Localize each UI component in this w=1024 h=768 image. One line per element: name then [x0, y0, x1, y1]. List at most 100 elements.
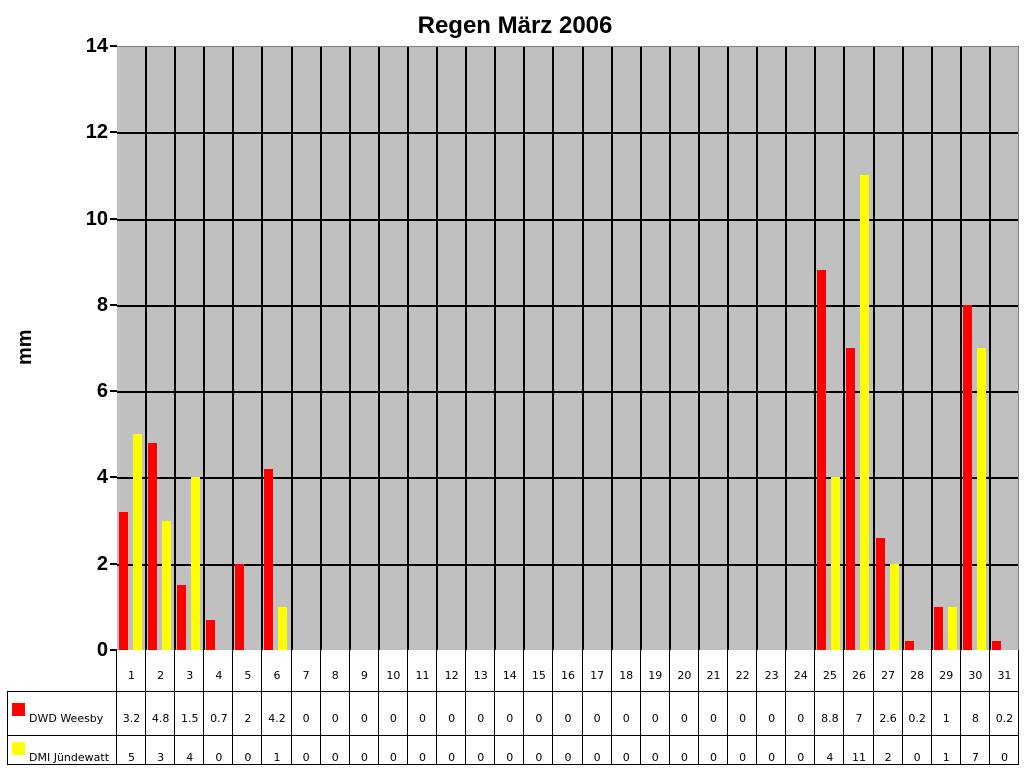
data-cell: 0: [709, 712, 717, 725]
data-cell: 0: [680, 712, 688, 725]
data-cell: 0.7: [210, 712, 228, 725]
category-label: 7: [302, 669, 310, 682]
table-gridline: [756, 650, 758, 765]
y-tick-mark: [110, 390, 117, 393]
category-label: 2: [157, 669, 165, 682]
data-cell: 8.8: [821, 712, 839, 725]
y-axis-label: mm: [14, 329, 36, 365]
data-cell: 0: [680, 751, 688, 764]
gridline-vertical: [145, 47, 148, 650]
data-cell: 0: [797, 751, 805, 764]
y-tick-mark: [110, 217, 117, 220]
data-cell: 7: [855, 712, 863, 725]
bar-dwd-weesby: [933, 606, 943, 650]
bar-dmi-juendewatt: [831, 477, 841, 650]
data-cell: 11: [851, 751, 866, 764]
bar-dwd-weesby: [875, 537, 885, 650]
category-label: 1: [128, 669, 136, 682]
data-cell: 0: [506, 712, 514, 725]
bar-dwd-weesby: [206, 619, 216, 650]
gridline-vertical: [727, 47, 730, 650]
data-cell: 1: [942, 712, 950, 725]
category-label: 22: [735, 669, 750, 682]
data-cell: 0: [419, 751, 426, 764]
table-gridline: [1018, 650, 1019, 765]
data-cell: 0: [564, 751, 572, 764]
bar-dwd-weesby: [177, 585, 187, 650]
gridline-vertical: [814, 47, 817, 650]
category-label: 19: [648, 669, 663, 682]
bar-dwd-weesby: [119, 511, 128, 650]
data-cell: 0: [797, 712, 805, 725]
bar-dmi-juendewatt: [278, 606, 288, 650]
table-gridline: [668, 650, 670, 765]
table-gridline: [814, 650, 816, 765]
table-gridline: [988, 650, 990, 765]
data-cell: 0: [622, 712, 630, 725]
bar-dmi-juendewatt: [860, 175, 870, 650]
data-cell: 0: [768, 712, 776, 725]
y-tick-mark: [110, 131, 117, 134]
data-cell: 4.8: [151, 712, 170, 725]
gridline-horizontal: [117, 304, 1018, 307]
gridline-vertical: [290, 47, 293, 650]
bar-dmi-juendewatt: [133, 434, 142, 650]
gridline-vertical: [436, 47, 439, 650]
bar-dwd-weesby: [148, 442, 158, 650]
y-tick-label: 6: [96, 380, 108, 403]
category-label: 6: [273, 669, 281, 682]
table-gridline: [552, 650, 554, 765]
gridline-vertical: [930, 47, 933, 650]
data-cell: 0: [651, 712, 659, 725]
data-cell: 4: [826, 751, 834, 764]
table-gridline: [727, 650, 729, 765]
bar-dwd-weesby: [264, 468, 274, 650]
y-tick-label: 10: [85, 207, 108, 230]
bar-dmi-juendewatt: [162, 520, 172, 650]
data-cell: 4.2: [268, 712, 286, 725]
gridline-vertical: [319, 47, 322, 650]
category-label: 12: [444, 669, 459, 682]
gridline-vertical: [756, 47, 759, 650]
data-cell: 0.2: [908, 712, 926, 725]
table-gridline: [290, 650, 292, 765]
bar-dmi-juendewatt: [191, 477, 201, 650]
category-label: 16: [560, 669, 575, 682]
table-gridline: [7, 764, 1019, 765]
data-cell: 0: [709, 751, 717, 764]
y-tick-label: 12: [85, 121, 108, 144]
y-tick-mark: [110, 562, 117, 565]
gridline-vertical: [232, 47, 235, 650]
bar-dmi-juendewatt: [976, 348, 986, 650]
data-cell: 0: [535, 712, 543, 725]
data-cell: 7: [971, 751, 979, 764]
gridline-vertical: [872, 47, 875, 650]
table-gridline: [785, 650, 787, 765]
legend-label: DWD Weesby: [29, 712, 104, 725]
y-tick-label: 2: [96, 552, 108, 575]
data-cell: 0: [360, 712, 368, 725]
data-cell: 0: [244, 751, 252, 764]
table-gridline: [959, 650, 961, 765]
gridline-vertical: [959, 47, 962, 650]
table-gridline: [639, 650, 641, 765]
category-label: 4: [215, 669, 223, 682]
category-label: 25: [822, 669, 837, 682]
table-gridline: [116, 650, 117, 765]
y-tick-mark: [110, 649, 117, 651]
bar-dwd-weesby: [235, 563, 245, 650]
table-gridline: [348, 650, 350, 765]
gridline-vertical: [261, 47, 264, 650]
data-table: 1 2 3 4 5 6 7 8 9 10 11 12 13 14 15 16 17 18 19 20 21 22 23 24 2…: [7, 650, 1019, 765]
bar-dwd-weesby: [817, 270, 827, 650]
table-gridline: [203, 650, 205, 765]
y-tick-mark: [110, 45, 117, 47]
category-label: 23: [764, 669, 779, 682]
plot-area: [117, 46, 1019, 650]
table-gridline: [523, 650, 525, 765]
table-gridline: [843, 650, 845, 765]
data-cell: 3.2: [122, 712, 141, 725]
data-cell: 0: [477, 712, 485, 725]
legend-swatch: [12, 703, 25, 716]
gridline-horizontal: [117, 218, 1018, 221]
